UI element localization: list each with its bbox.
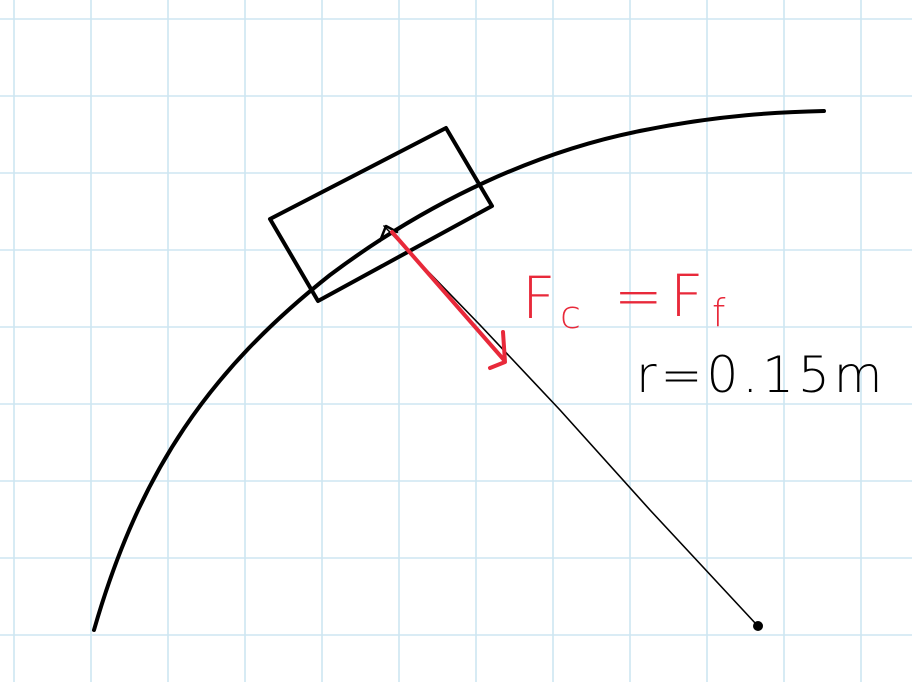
force-symbol-fc: F [522,264,555,332]
radius-line [383,225,757,625]
centripetal-force-arrow [390,230,507,370]
subscript-f: f [712,291,726,335]
block-rectangle [268,126,494,303]
subscript-c: c [560,293,581,337]
center-point [753,621,763,631]
force-symbol-ff: F [670,262,703,330]
radius-tick [378,224,399,243]
radius-label: r=0.15m [636,346,887,404]
equals-sign: = [614,262,663,330]
force-equation: F c = F f [522,262,726,337]
circular-path-arc [92,109,826,632]
